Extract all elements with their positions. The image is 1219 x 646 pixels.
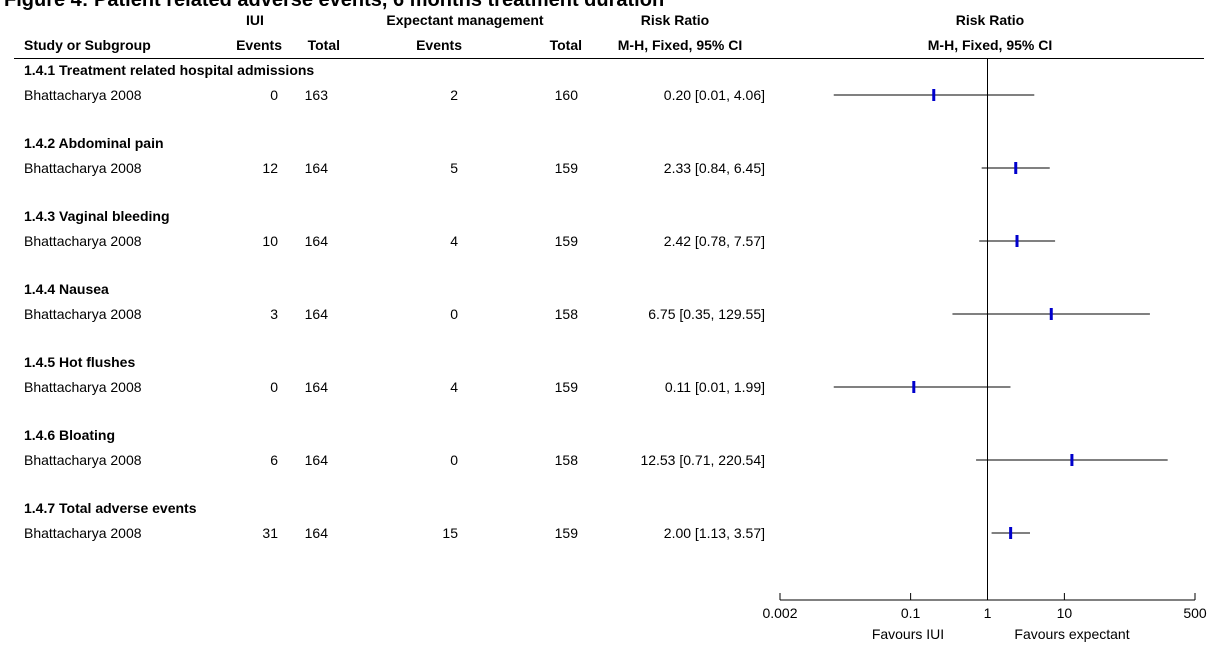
expectant-total: 159 xyxy=(554,233,578,249)
header-group2-name: Expectant management xyxy=(386,12,544,28)
iui-events: 0 xyxy=(270,379,278,395)
subgroup-heading: 1.4.4 Nausea xyxy=(24,281,109,297)
study-name: Bhattacharya 2008 xyxy=(24,233,142,249)
x-tick-label: 1 xyxy=(984,605,992,621)
expectant-events: 5 xyxy=(450,160,458,176)
risk-ratio-ci: 6.75 [0.35, 129.55] xyxy=(648,306,765,322)
expectant-total: 159 xyxy=(554,379,578,395)
study-name: Bhattacharya 2008 xyxy=(24,87,142,103)
header-group2-total: Total xyxy=(549,37,582,53)
expectant-total: 159 xyxy=(554,160,578,176)
study-name: Bhattacharya 2008 xyxy=(24,452,142,468)
iui-events: 3 xyxy=(270,306,278,322)
iui-total: 164 xyxy=(304,379,328,395)
x-tick-label: 500 xyxy=(1183,605,1207,621)
subgroup-heading: 1.4.3 Vaginal bleeding xyxy=(24,208,170,224)
header-rule xyxy=(14,58,1204,59)
expectant-total: 158 xyxy=(554,452,578,468)
header-effect-name: Risk Ratio xyxy=(640,12,710,28)
iui-events: 31 xyxy=(262,525,278,541)
header-study: Study or Subgroup xyxy=(24,37,151,53)
expectant-total: 159 xyxy=(554,525,578,541)
iui-total: 164 xyxy=(304,160,328,176)
iui-total: 164 xyxy=(304,452,328,468)
point-estimate xyxy=(1049,308,1053,320)
study-name: Bhattacharya 2008 xyxy=(24,306,142,322)
study-name: Bhattacharya 2008 xyxy=(24,379,142,395)
subgroup-heading: 1.4.6 Bloating xyxy=(24,427,116,443)
iui-total: 164 xyxy=(304,306,328,322)
point-estimate xyxy=(1015,235,1019,247)
x-tick-label: 10 xyxy=(1057,605,1073,621)
x-tick-label: 0.1 xyxy=(901,605,921,621)
iui-events: 10 xyxy=(262,233,278,249)
risk-ratio-ci: 2.00 [1.13, 3.57] xyxy=(663,525,765,541)
header-plot-method: M-H, Fixed, 95% CI xyxy=(927,37,1053,53)
subgroup-heading: 1.4.5 Hot flushes xyxy=(24,354,136,370)
header-group2-events: Events xyxy=(416,37,462,53)
risk-ratio-ci: 12.53 [0.71, 220.54] xyxy=(640,452,765,468)
point-estimate xyxy=(1070,454,1074,466)
favours-left-label: Favours IUI xyxy=(871,626,945,642)
header-plot-name: Risk Ratio xyxy=(955,12,1025,28)
figure-title: Figure 4: Patient related adverse events… xyxy=(4,0,665,11)
header-group1-name: IUI xyxy=(246,12,264,28)
risk-ratio-ci: 2.42 [0.78, 7.57] xyxy=(663,233,765,249)
point-estimate xyxy=(912,381,916,393)
header-effect-method: M-H, Fixed, 95% CI xyxy=(617,37,743,53)
risk-ratio-ci: 0.20 [0.01, 4.06] xyxy=(663,87,765,103)
iui-total: 164 xyxy=(304,233,328,249)
subgroup-heading: 1.4.1 Treatment related hospital admissi… xyxy=(24,62,315,78)
expectant-events: 0 xyxy=(450,306,458,322)
expectant-events: 4 xyxy=(450,379,458,395)
study-name: Bhattacharya 2008 xyxy=(24,160,142,176)
subgroup-heading: 1.4.7 Total adverse events xyxy=(24,500,197,516)
x-tick-label: 0.002 xyxy=(762,605,797,621)
expectant-total: 158 xyxy=(554,306,578,322)
risk-ratio-ci: 0.11 [0.01, 1.99] xyxy=(664,379,765,395)
expectant-events: 2 xyxy=(450,87,458,103)
expectant-events: 4 xyxy=(450,233,458,249)
header-group1-events: Events xyxy=(236,37,282,53)
iui-events: 6 xyxy=(270,452,278,468)
expectant-events: 0 xyxy=(450,452,458,468)
expectant-events: 15 xyxy=(442,525,458,541)
iui-total: 163 xyxy=(304,87,328,103)
iui-events: 12 xyxy=(262,160,278,176)
point-estimate xyxy=(1009,527,1013,539)
study-name: Bhattacharya 2008 xyxy=(24,525,142,541)
iui-events: 0 xyxy=(270,87,278,103)
iui-total: 164 xyxy=(304,525,328,541)
point-estimate xyxy=(1014,162,1018,174)
header-group1-total: Total xyxy=(307,37,340,53)
expectant-total: 160 xyxy=(554,87,578,103)
risk-ratio-ci: 2.33 [0.84, 6.45] xyxy=(663,160,765,176)
subgroup-heading: 1.4.2 Abdominal pain xyxy=(24,135,164,151)
favours-right-label: Favours expectant xyxy=(1014,626,1130,642)
point-estimate xyxy=(932,89,936,101)
